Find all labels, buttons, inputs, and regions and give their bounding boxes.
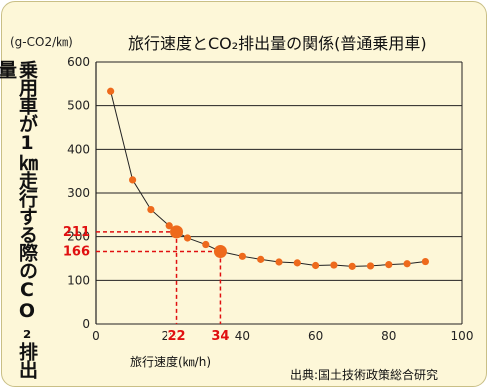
data-point	[403, 260, 411, 268]
y-tick-label: 100	[67, 273, 90, 287]
highlight-point	[170, 225, 184, 239]
data-point	[330, 261, 338, 269]
y-tick-label: 0	[82, 317, 90, 331]
x-tick-label: 20	[162, 329, 177, 343]
x-tick-label: 100	[451, 329, 474, 343]
x-tick-label: 80	[381, 329, 396, 343]
y-axis-label: 乗用車が1㎞走行する際のCO₂排出量	[0, 60, 38, 378]
y-tick-label: 200	[67, 230, 90, 244]
y-unit-label: (g-CO2/㎞)	[10, 35, 73, 49]
data-point	[366, 262, 375, 270]
data-point	[312, 261, 320, 270]
data-point	[421, 257, 429, 266]
highlight-y-label: 211	[63, 225, 90, 240]
chart-title: 旅行速度とCO₂排出量の関係(普通乗用車)	[128, 34, 427, 53]
highlight-x-label: 34	[211, 329, 229, 344]
data-point	[147, 205, 155, 214]
data-point	[257, 255, 265, 263]
data-point	[348, 262, 356, 270]
x-tick-label: 40	[235, 329, 250, 343]
x-axis-label: 旅行速度(㎞/h)	[130, 355, 212, 369]
data-point	[129, 176, 137, 184]
data-point	[107, 87, 115, 95]
source-note: 出典:国土技術政策総合研究	[290, 368, 439, 382]
highlight-y-label: 166	[63, 245, 90, 260]
data-point	[275, 258, 283, 266]
y-tick-label: 400	[67, 142, 90, 156]
y-tick-label: 500	[67, 99, 90, 113]
y-tick-label: 300	[67, 186, 90, 200]
highlight-point	[213, 245, 227, 259]
y-tick-label: 600	[67, 55, 90, 69]
data-point	[385, 261, 393, 269]
highlight-x-label: 22	[167, 329, 185, 344]
x-tick-label: 0	[92, 329, 100, 343]
x-tick-label: 60	[308, 329, 323, 343]
data-point	[183, 234, 192, 242]
data-point	[202, 240, 210, 249]
data-point	[165, 222, 173, 230]
data-point	[293, 259, 301, 267]
data-point	[238, 252, 246, 260]
series-line	[110, 91, 426, 267]
